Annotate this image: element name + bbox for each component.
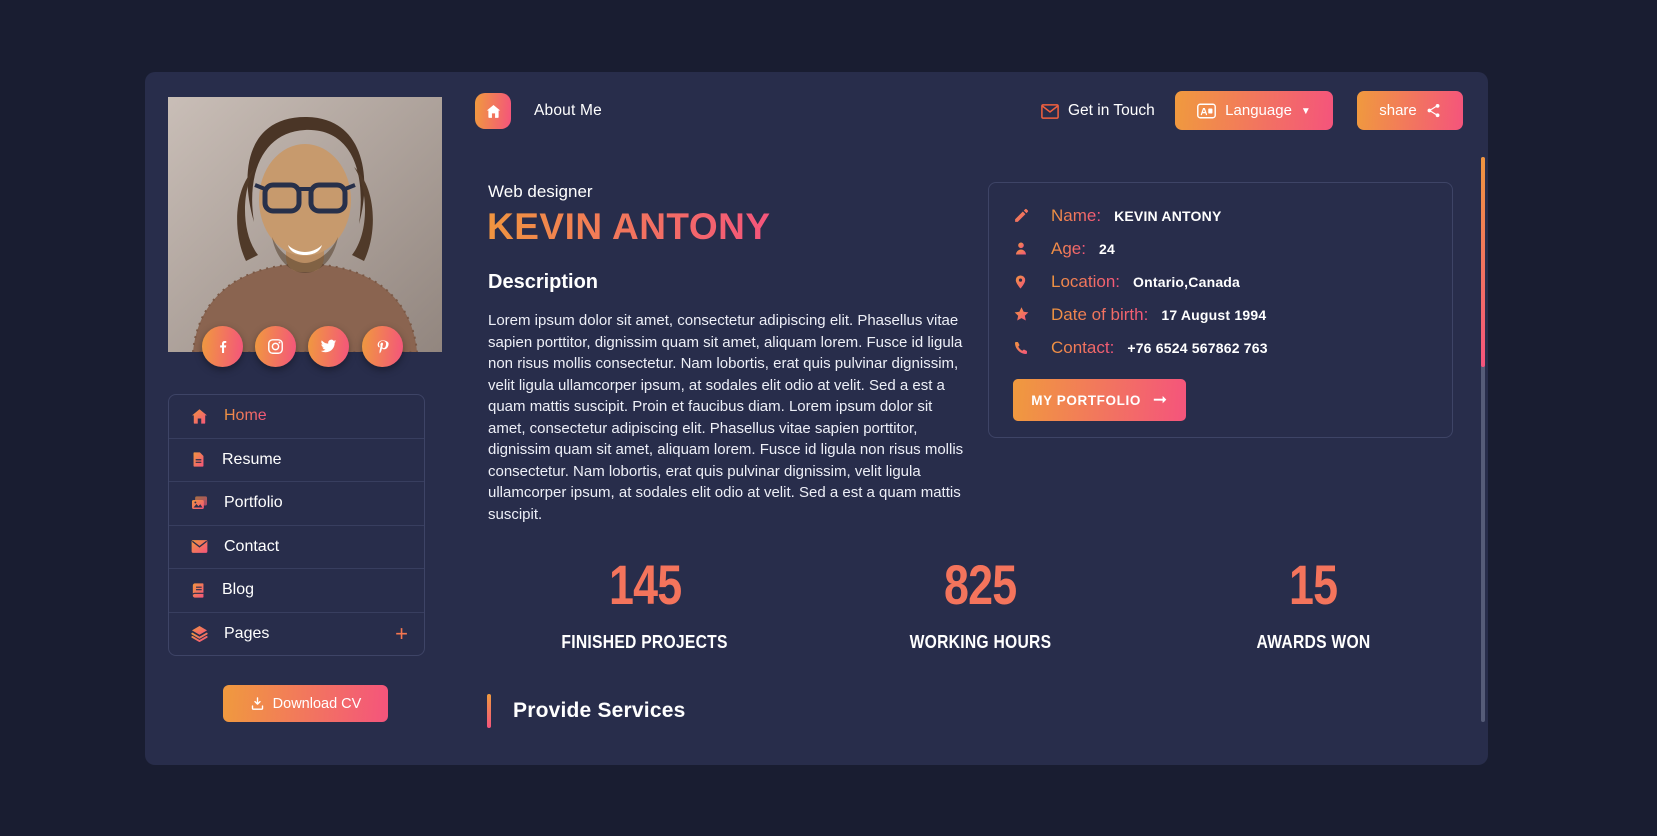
language-button[interactable]: Language ▼ (1175, 91, 1333, 130)
sidebar-item-label: Blog (222, 581, 255, 599)
services-heading: Provide Services (513, 699, 686, 722)
info-row-contact: Contact: +76 6524 567862 763 (1013, 331, 1436, 364)
home-button[interactable] (475, 93, 511, 129)
info-row-age: Age: 24 (1013, 232, 1436, 265)
language-label: Language (1225, 102, 1292, 119)
sidebar-item-resume[interactable]: Resume (169, 439, 424, 482)
info-label: Date of birth: (1051, 304, 1149, 324)
get-in-touch-link[interactable]: Get in Touch (1041, 93, 1155, 129)
twitter-button[interactable] (308, 326, 349, 367)
scrollbar-thumb[interactable] (1481, 157, 1485, 367)
location-pin-icon (1013, 273, 1033, 291)
download-cv-button[interactable]: Download CV (223, 685, 388, 722)
role-subtitle: Web designer (488, 182, 593, 201)
info-row-location: Location: Ontario,Canada (1013, 265, 1436, 298)
caret-down-icon: ▼ (1300, 106, 1311, 117)
info-label: Name: (1051, 205, 1102, 225)
download-icon (250, 696, 265, 711)
facebook-button[interactable] (202, 326, 243, 367)
facebook-icon (215, 339, 231, 355)
stat-working-hours: 825 WORKING HOURS (820, 553, 1140, 653)
home-icon (485, 103, 502, 120)
stat-label: FINISHED PROJECTS (561, 632, 729, 652)
info-label: Location: (1051, 271, 1120, 291)
info-value: KEVIN ANTONY (1114, 207, 1222, 224)
stat-value: 15 (1288, 553, 1338, 616)
info-label: Contact: (1051, 337, 1115, 357)
description-heading: Description (488, 271, 599, 293)
share-button[interactable]: share (1357, 91, 1463, 130)
personal-info-card: Name: KEVIN ANTONY Age: 24 Location: Ont… (988, 182, 1453, 438)
pinterest-icon (375, 339, 391, 355)
info-label: Age: (1051, 238, 1086, 258)
share-label: share (1379, 102, 1417, 119)
sidebar-item-label: Portfolio (224, 494, 283, 512)
provide-services-section: Provide Services (487, 694, 685, 728)
sidebar-item-contact[interactable]: Contact (169, 526, 424, 569)
share-nodes-icon (1426, 103, 1441, 118)
profile-photo (168, 97, 442, 352)
contact-icon (190, 539, 209, 554)
description-text: Lorem ipsum dolor sit amet, consectetur … (488, 312, 964, 523)
info-value: Ontario,Canada (1133, 273, 1241, 290)
instagram-button[interactable] (255, 326, 296, 367)
home-icon (190, 407, 209, 426)
resume-icon (190, 450, 207, 469)
stat-awards-won: 15 AWARDS WON (1153, 553, 1473, 653)
sidebar-item-home[interactable]: Home (169, 395, 424, 439)
stat-value: 825 (943, 553, 1017, 616)
stat-label: AWARDS WON (1256, 632, 1370, 652)
twitter-icon (320, 339, 337, 354)
instagram-icon (267, 338, 284, 355)
my-portfolio-button[interactable]: MY PORTFOLIO ➞ (1013, 379, 1186, 421)
envelope-icon (1041, 103, 1059, 119)
info-row-date-of-birth: Date of birth: 17 August 1994 (1013, 298, 1436, 331)
info-value: +76 6524 567862 763 (1127, 339, 1268, 356)
portfolio-icon (190, 494, 209, 513)
arrow-right-icon: ➞ (1152, 390, 1168, 409)
phone-icon (1013, 340, 1033, 356)
download-cv-label: Download CV (272, 695, 362, 712)
main-card: About Me Get in Touch Language ▼ share (145, 72, 1488, 765)
get-in-touch-label: Get in Touch (1068, 102, 1155, 119)
pages-icon (190, 624, 209, 643)
sidebar-item-portfolio[interactable]: Portfolio (169, 482, 424, 526)
star-icon (1013, 306, 1033, 323)
page-title: KEVIN ANTONY (487, 206, 771, 247)
expand-plus-icon[interactable]: + (395, 620, 408, 646)
my-portfolio-label: MY PORTFOLIO (1031, 392, 1141, 408)
info-row-name: Name: KEVIN ANTONY (1013, 199, 1436, 232)
sidebar-nav: Home Resume Portfolio Contact Blog Pages… (168, 394, 425, 656)
sidebar-item-blog[interactable]: Blog (169, 569, 424, 613)
scrollbar-track[interactable] (1481, 157, 1485, 722)
stat-value: 145 (608, 553, 682, 616)
sidebar-item-label: Home (224, 407, 267, 425)
info-value: 24 (1098, 240, 1115, 257)
translate-icon (1197, 103, 1217, 119)
accent-bar (487, 694, 491, 728)
pinterest-button[interactable] (362, 326, 403, 367)
info-value: 17 August 1994 (1161, 306, 1267, 323)
sidebar-item-label: Pages (224, 624, 270, 642)
user-icon (1013, 240, 1033, 257)
pencil-icon (1013, 207, 1033, 224)
breadcrumb: About Me (534, 102, 602, 119)
sidebar-item-label: Resume (222, 450, 282, 468)
sidebar-item-pages[interactable]: Pages + (169, 613, 424, 656)
blog-icon (190, 581, 207, 600)
stat-label: WORKING HOURS (909, 632, 1051, 652)
sidebar-item-label: Contact (224, 537, 280, 555)
stat-finished-projects: 145 FINISHED PROJECTS (485, 553, 805, 653)
